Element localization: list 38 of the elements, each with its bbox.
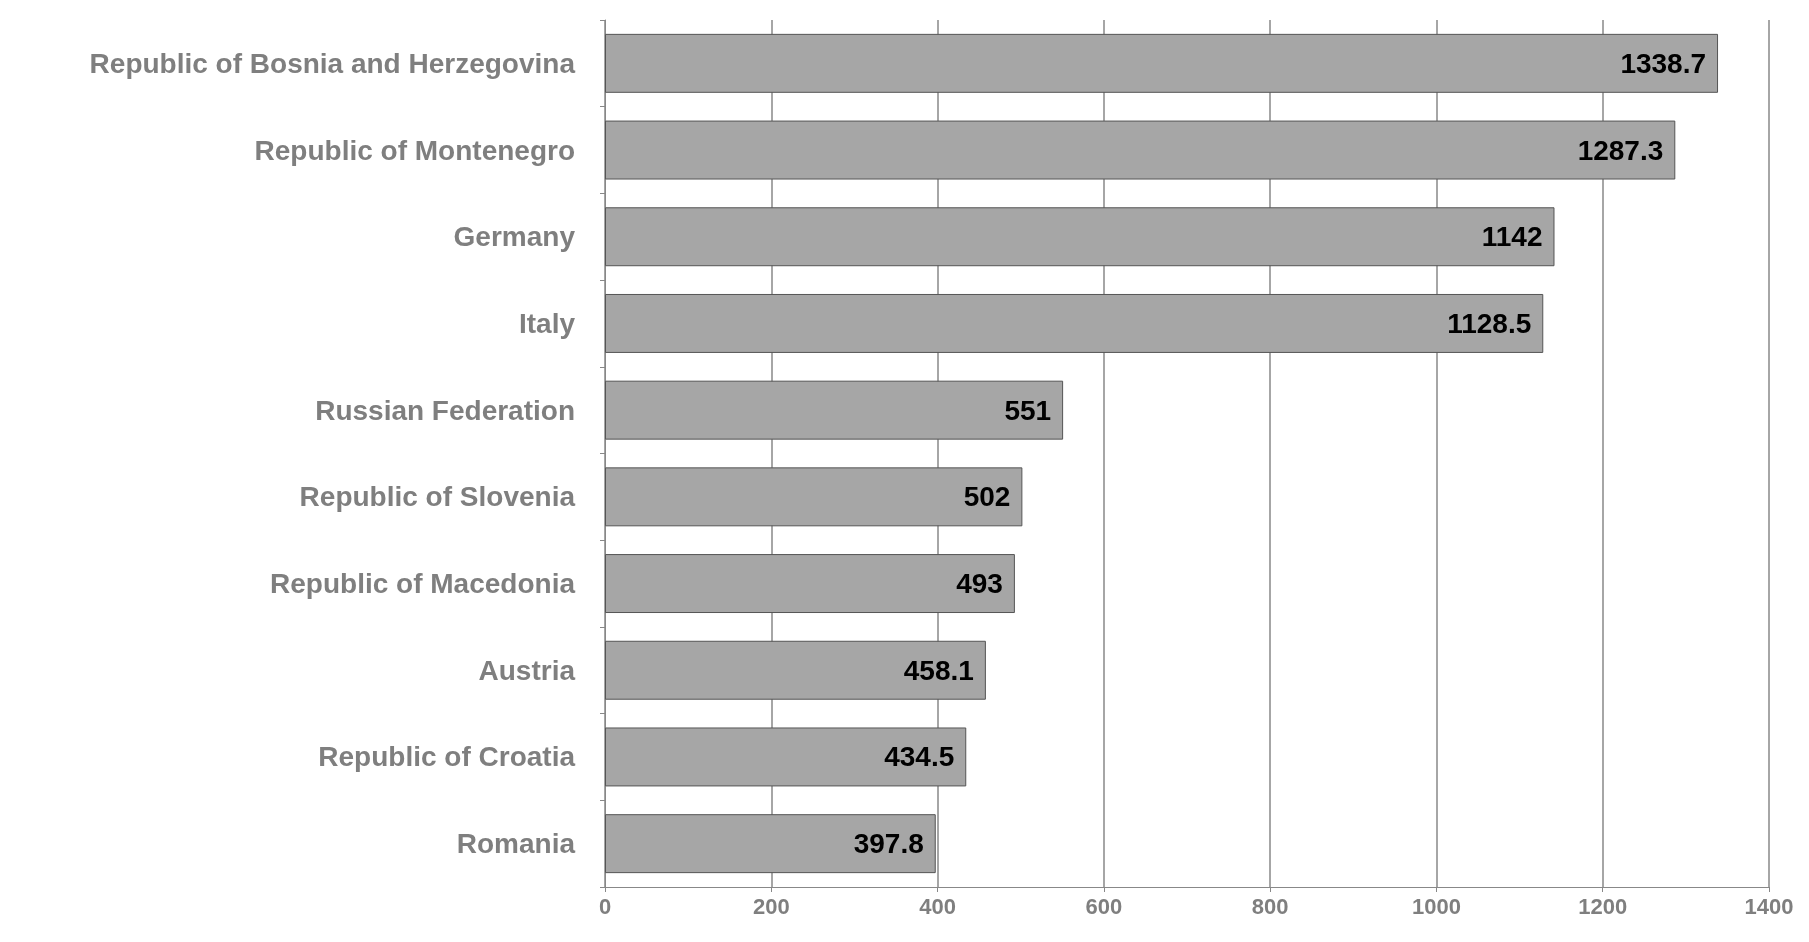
bar	[605, 467, 1023, 527]
data-label: 1128.5	[1447, 307, 1532, 339]
y-tick-label: Republic of Croatia	[318, 741, 576, 773]
bar	[605, 207, 1555, 267]
x-tick-label: 200	[752, 893, 790, 919]
data-label: 1338.7	[1620, 47, 1707, 79]
data-label: 551	[1004, 394, 1052, 426]
x-tick-label: 1000	[1411, 893, 1461, 919]
y-tick-label: Germany	[453, 221, 576, 253]
x-tick-label: 1400	[1744, 893, 1794, 919]
y-tick-label: Italy	[518, 307, 576, 339]
y-tick-label: Romania	[456, 828, 576, 860]
x-tick-label: 600	[1085, 893, 1123, 919]
y-tick-label: Republic of Montenegro	[254, 134, 575, 166]
y-tick-label: Republic of Macedonia	[270, 568, 576, 600]
bar	[605, 554, 1015, 614]
bar	[605, 120, 1676, 180]
bar	[605, 293, 1544, 353]
bar	[605, 33, 1719, 93]
y-tick-label: Russian Federation	[315, 394, 575, 426]
x-tick-label: 800	[1251, 893, 1289, 919]
data-label: 1142	[1481, 221, 1543, 253]
bar	[605, 380, 1064, 440]
y-tick-label: Republic of Bosnia and Herzegovina	[89, 47, 576, 79]
bar	[605, 640, 986, 700]
x-tick-label: 400	[919, 893, 956, 919]
y-tick-label: Republic of Slovenia	[299, 481, 576, 513]
data-label: 502	[963, 481, 1011, 513]
data-label: 493	[956, 568, 1003, 600]
bar	[605, 814, 936, 874]
y-tick-label: Austria	[478, 654, 576, 686]
data-label: 434.5	[884, 741, 955, 773]
data-label: 397.8	[853, 828, 924, 860]
data-label: 1287.3	[1577, 134, 1664, 166]
bar	[605, 727, 967, 787]
data-label: 458.1	[903, 654, 974, 686]
x-tick-label: 1200	[1578, 893, 1628, 919]
x-tick-label: 0	[598, 893, 612, 919]
